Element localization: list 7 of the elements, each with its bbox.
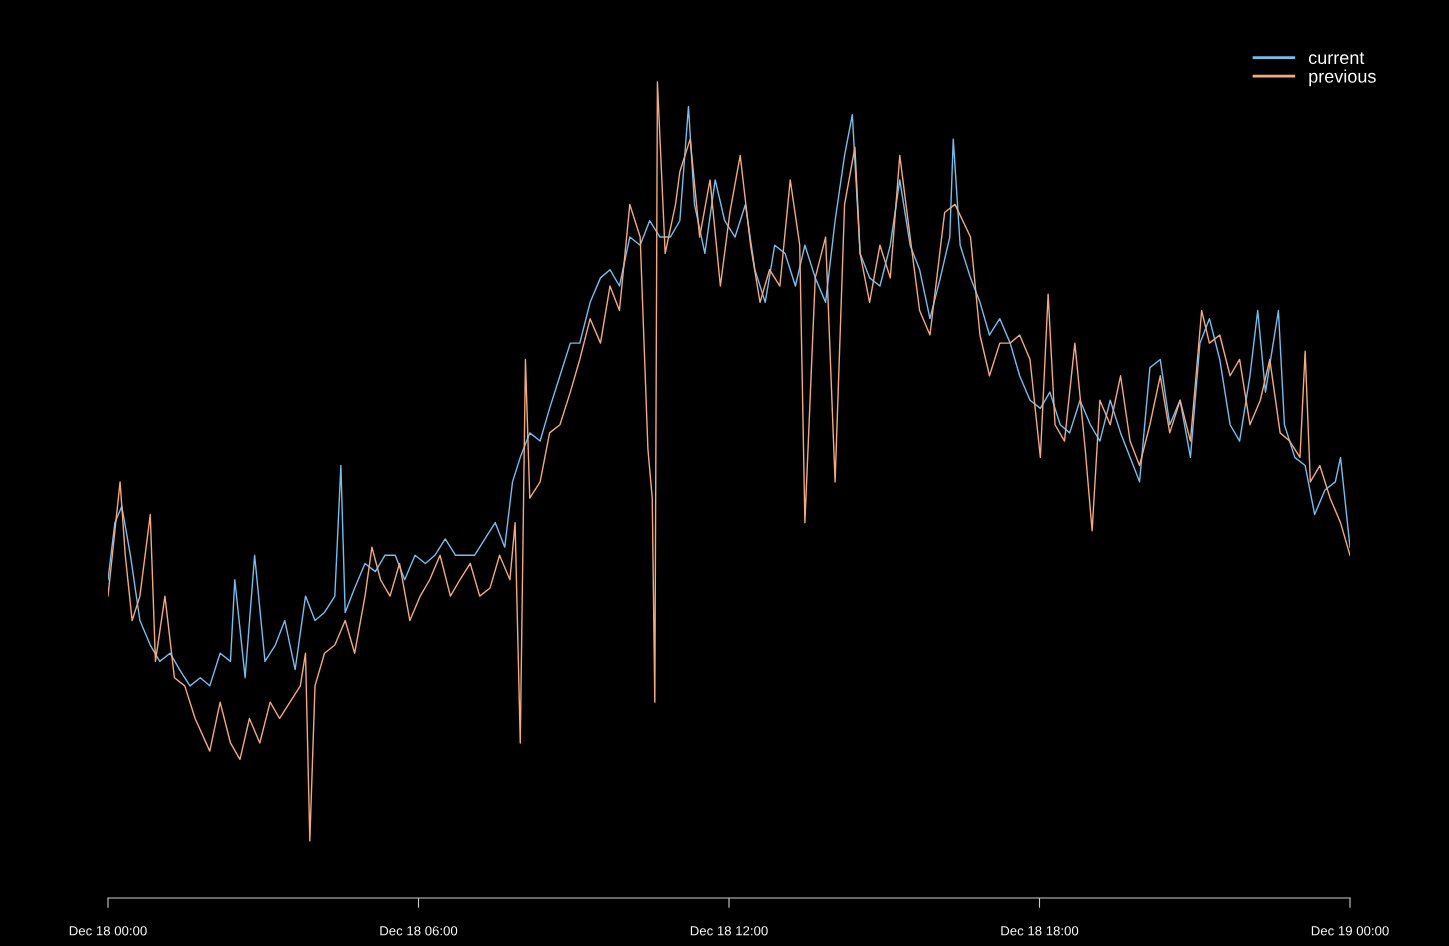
x-tick-label: Dec 19 00:00	[1311, 926, 1389, 936]
x-tick-label: Dec 18 00:00	[69, 926, 147, 936]
x-tick-label: Dec 18 12:00	[690, 926, 768, 936]
legend-label: previous	[1309, 69, 1376, 87]
x-tick-label: Dec 18 06:00	[380, 926, 458, 936]
x-tick-label: Dec 18 18:00	[1001, 926, 1079, 936]
legend-label: current	[1308, 52, 1365, 65]
